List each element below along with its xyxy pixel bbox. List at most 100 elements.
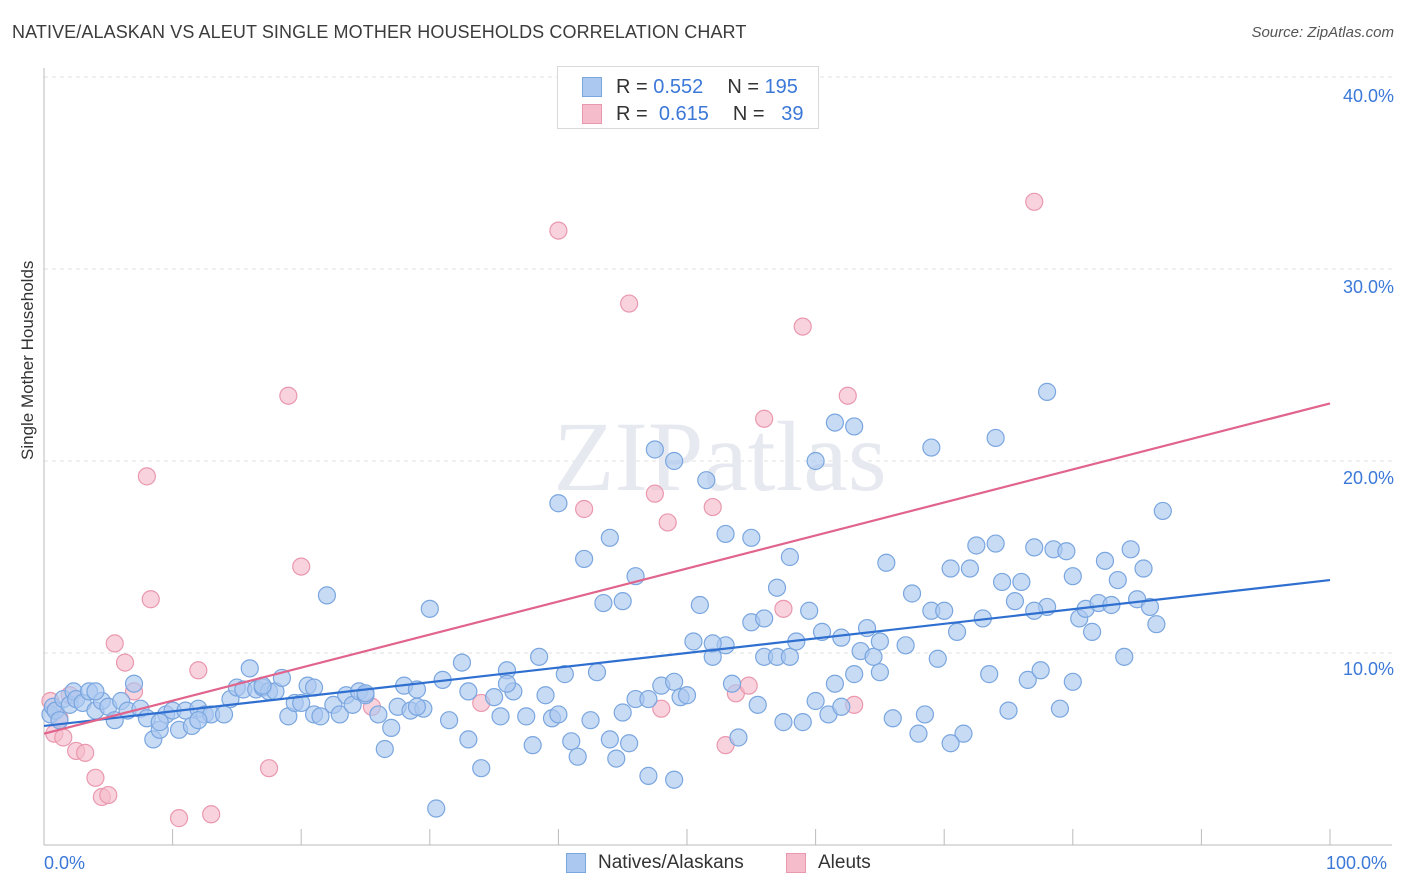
- native-point: [1063, 567, 1082, 586]
- native-point: [909, 724, 928, 743]
- trend-lines: [43, 402, 1331, 735]
- native-point: [549, 705, 568, 724]
- native-point: [459, 682, 478, 701]
- r-value: 0.615: [658, 102, 709, 125]
- native-point: [748, 695, 767, 714]
- native-point: [587, 663, 607, 682]
- native-point: [124, 674, 144, 693]
- native-point: [530, 647, 549, 666]
- native-point: [568, 747, 587, 766]
- native-point: [620, 734, 639, 753]
- native-point: [549, 494, 568, 513]
- native-point: [523, 736, 542, 755]
- native-point: [1018, 670, 1037, 689]
- native-point: [645, 440, 664, 459]
- native-point: [986, 428, 1005, 448]
- aleut-point: [620, 294, 639, 313]
- legend-item-natives[interactable]: Natives/Alaskans: [566, 852, 744, 874]
- native-point: [967, 536, 986, 555]
- aleut-point: [54, 728, 73, 747]
- aleut-point: [755, 409, 774, 428]
- aleut-point: [575, 499, 594, 519]
- grid-lines: [44, 76, 1392, 654]
- stats-legend: R = 0.552 N = 195 R = 0.615 N = 39: [557, 66, 819, 129]
- stats-legend-row-aleuts: R = 0.615 N = 39: [582, 102, 803, 126]
- native-point: [729, 728, 748, 747]
- aleut-point: [141, 590, 160, 609]
- native-point: [613, 592, 632, 611]
- aleut-point: [703, 497, 722, 517]
- aleuts-swatch: [582, 104, 602, 124]
- native-point: [703, 634, 722, 653]
- aleut-point: [1025, 192, 1044, 211]
- native-point: [665, 451, 684, 471]
- y-tick-label-40: 40.0%: [1342, 86, 1394, 106]
- native-point: [980, 665, 999, 684]
- native-point: [150, 713, 169, 732]
- native-point: [50, 711, 69, 730]
- r-label: R =: [616, 75, 648, 98]
- native-point: [845, 417, 864, 436]
- legend-item-aleuts[interactable]: Aleuts: [786, 852, 871, 874]
- native-point: [755, 609, 774, 628]
- native-point: [382, 718, 401, 737]
- natives-points: [41, 382, 1172, 818]
- y-tick-label-30: 30.0%: [1342, 277, 1394, 297]
- aleut-point: [292, 557, 311, 576]
- native-point: [947, 622, 967, 641]
- native-point: [1031, 661, 1050, 680]
- native-point: [1095, 551, 1115, 570]
- native-point: [902, 584, 922, 603]
- native-point: [665, 770, 684, 789]
- native-point: [774, 713, 793, 732]
- chart-source: Source: ZipAtlas.com: [1251, 24, 1394, 41]
- native-point: [517, 707, 536, 726]
- native-point: [806, 451, 825, 471]
- native-point: [877, 553, 896, 572]
- native-point: [491, 707, 510, 726]
- native-point: [439, 711, 459, 730]
- native-point: [452, 653, 472, 672]
- natives-trend-line: [43, 578, 1331, 728]
- r-value: 0.552: [653, 75, 704, 98]
- native-point: [1082, 622, 1102, 641]
- aleut-point: [105, 634, 124, 653]
- native-point: [1153, 501, 1172, 521]
- native-point: [1057, 542, 1076, 561]
- native-point: [716, 524, 735, 544]
- native-point: [845, 665, 864, 684]
- native-point: [986, 534, 1005, 553]
- native-point: [485, 688, 504, 707]
- n-value: 195: [764, 75, 798, 98]
- native-point: [311, 707, 330, 726]
- native-point: [870, 663, 890, 682]
- native-point: [806, 691, 825, 711]
- aleut-point: [793, 317, 812, 336]
- native-point: [304, 678, 324, 697]
- native-point: [935, 601, 954, 620]
- native-point: [999, 701, 1018, 720]
- aleut-point: [652, 699, 671, 718]
- aleut-point: [86, 768, 105, 787]
- native-point: [941, 559, 960, 578]
- x-tick-label-min: 0.0%: [44, 853, 86, 873]
- aleut-point: [645, 484, 664, 503]
- native-point: [915, 705, 935, 724]
- chart-title: NATIVE/ALASKAN VS ALEUT SINGLE MOTHER HO…: [12, 22, 747, 42]
- native-point: [1121, 540, 1140, 559]
- native-point: [375, 739, 394, 759]
- series-legend: Natives/Alaskans Aleuts: [0, 852, 1406, 878]
- native-point: [459, 730, 478, 749]
- native-point: [922, 438, 941, 457]
- native-point: [575, 549, 594, 569]
- native-point: [954, 724, 973, 743]
- native-point: [1063, 672, 1082, 691]
- aleut-point: [189, 661, 208, 680]
- y-tick-label-20: 20.0%: [1342, 468, 1394, 488]
- native-point: [928, 649, 947, 668]
- native-point: [497, 674, 517, 693]
- aleut-point: [739, 676, 758, 695]
- native-point: [317, 586, 337, 605]
- native-point: [1012, 572, 1031, 592]
